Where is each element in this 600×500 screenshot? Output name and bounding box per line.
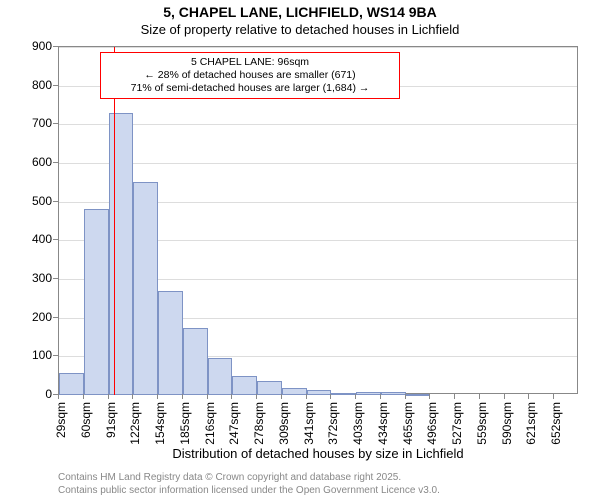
y-tick-label: 300	[32, 271, 52, 285]
y-tick-label: 600	[32, 155, 52, 169]
x-tick-mark	[108, 394, 109, 399]
x-tick-mark	[83, 394, 84, 399]
chart-title: 5, CHAPEL LANE, LICHFIELD, WS14 9BA	[0, 4, 600, 20]
y-tick-label: 900	[32, 39, 52, 53]
y-tick-mark	[53, 239, 58, 240]
x-tick-label: 403sqm	[355, 359, 369, 402]
gridline	[59, 47, 577, 48]
x-tick-mark	[256, 394, 257, 399]
y-tick-mark	[53, 123, 58, 124]
x-tick-label: 434sqm	[380, 359, 394, 402]
y-tick-label: 100	[32, 348, 52, 362]
chart-subtitle: Size of property relative to detached ho…	[0, 22, 600, 37]
annotation-line-2: ← 28% of detached houses are smaller (67…	[107, 69, 393, 82]
annotation-box: 5 CHAPEL LANE: 96sqm ← 28% of detached h…	[100, 52, 400, 99]
x-tick-label: 185sqm	[182, 359, 196, 402]
annotation-line-1: 5 CHAPEL LANE: 96sqm	[107, 56, 393, 69]
x-tick-label: 652sqm	[553, 359, 567, 402]
credit-line-2: Contains public sector information licen…	[58, 485, 440, 498]
annotation-line-3: 71% of semi-detached houses are larger (…	[107, 82, 393, 95]
x-tick-label: 372sqm	[330, 359, 344, 402]
credits: Contains HM Land Registry data © Crown c…	[58, 472, 440, 497]
x-tick-mark	[207, 394, 208, 399]
x-tick-mark	[281, 394, 282, 399]
y-tick-mark	[53, 162, 58, 163]
y-tick-mark	[53, 278, 58, 279]
y-tick-label: 200	[32, 310, 52, 324]
x-tick-label: 29sqm	[58, 366, 72, 402]
x-tick-label: 154sqm	[157, 359, 171, 402]
x-tick-mark	[157, 394, 158, 399]
x-tick-mark	[479, 394, 480, 399]
gridline	[59, 124, 577, 125]
credit-line-1: Contains HM Land Registry data © Crown c…	[58, 472, 440, 485]
x-tick-label: 309sqm	[281, 359, 295, 402]
y-tick-label: 400	[32, 232, 52, 246]
x-tick-label: 247sqm	[231, 359, 245, 402]
x-tick-mark	[58, 394, 59, 399]
x-tick-mark	[504, 394, 505, 399]
x-tick-label: 590sqm	[504, 359, 518, 402]
x-tick-label: 60sqm	[83, 366, 97, 402]
x-axis-title: Distribution of detached houses by size …	[172, 446, 463, 461]
y-tick-mark	[53, 201, 58, 202]
x-tick-label: 216sqm	[207, 359, 221, 402]
x-tick-mark	[380, 394, 381, 399]
x-tick-label: 341sqm	[306, 359, 320, 402]
y-tick-label: 500	[32, 194, 52, 208]
x-tick-mark	[330, 394, 331, 399]
x-tick-label: 465sqm	[405, 359, 419, 402]
x-tick-mark	[405, 394, 406, 399]
y-tick-label: 700	[32, 116, 52, 130]
x-tick-label: 559sqm	[479, 359, 493, 402]
y-tick-mark	[53, 46, 58, 47]
x-tick-mark	[132, 394, 133, 399]
x-tick-label: 122sqm	[132, 359, 146, 402]
gridline	[59, 163, 577, 164]
property-size-chart: 5, CHAPEL LANE, LICHFIELD, WS14 9BA Size…	[0, 0, 600, 500]
x-tick-label: 496sqm	[429, 359, 443, 402]
y-tick-label: 0	[45, 387, 52, 401]
x-tick-mark	[306, 394, 307, 399]
x-tick-mark	[528, 394, 529, 399]
x-tick-label: 621sqm	[528, 359, 542, 402]
y-tick-mark	[53, 355, 58, 356]
y-tick-mark	[53, 317, 58, 318]
x-tick-mark	[231, 394, 232, 399]
x-tick-label: 278sqm	[256, 359, 270, 402]
histogram-bar	[109, 113, 134, 395]
x-tick-label: 91sqm	[108, 366, 122, 402]
x-tick-mark	[429, 394, 430, 399]
y-tick-label: 800	[32, 78, 52, 92]
x-tick-mark	[182, 394, 183, 399]
x-tick-mark	[355, 394, 356, 399]
y-tick-mark	[53, 85, 58, 86]
x-tick-mark	[553, 394, 554, 399]
x-tick-label: 527sqm	[454, 359, 468, 402]
x-tick-mark	[454, 394, 455, 399]
